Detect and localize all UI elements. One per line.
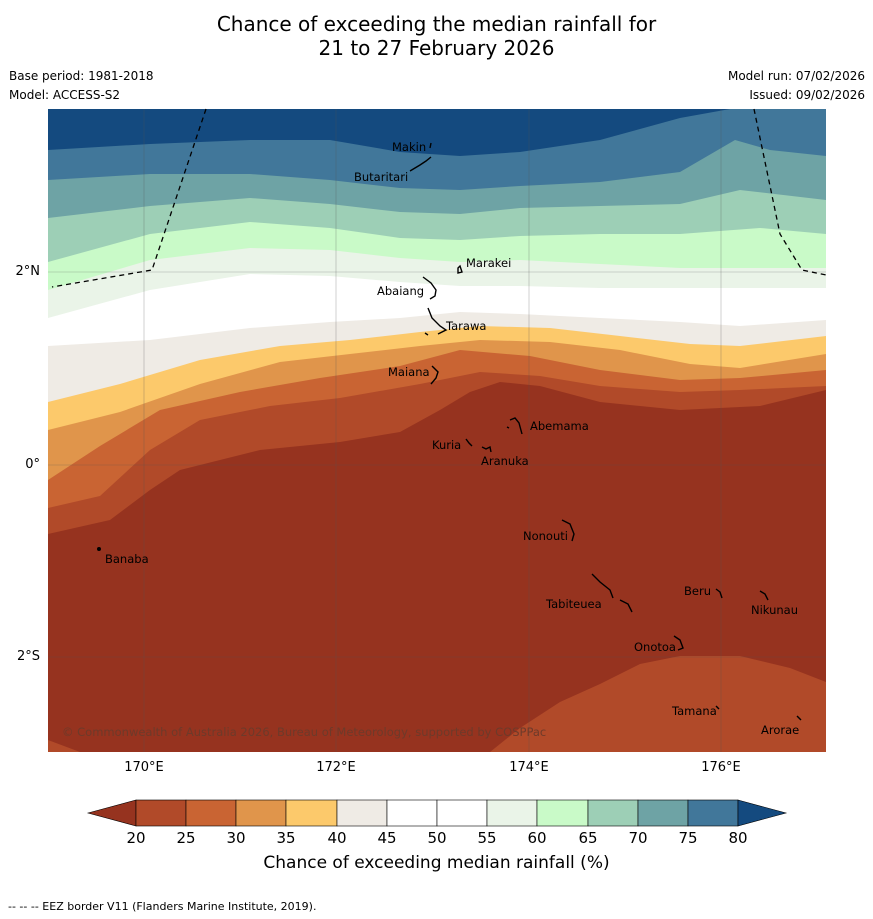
colorbar-title: Chance of exceeding median rainfall (%) bbox=[263, 853, 610, 873]
label-kuria: Kuria bbox=[432, 438, 461, 452]
band-20-25-south bbox=[490, 656, 826, 752]
model-run: Model run: 07/02/2026 bbox=[727, 69, 865, 83]
label-makin: Makin bbox=[392, 140, 426, 154]
colorbar-tick: 80 bbox=[728, 829, 748, 847]
label-maiana: Maiana bbox=[388, 365, 430, 379]
label-banaba: Banaba bbox=[105, 552, 149, 566]
label-nonouti: Nonouti bbox=[523, 529, 568, 543]
colorbar-tick: 35 bbox=[276, 829, 296, 847]
colorbar-tick: 75 bbox=[678, 829, 698, 847]
colorbar-tick: 65 bbox=[578, 829, 598, 847]
label-abemama: Abemama bbox=[530, 419, 589, 433]
lat-label-equator: 0° bbox=[25, 457, 40, 472]
band-below-20 bbox=[48, 382, 826, 752]
colorbar-tick: 30 bbox=[226, 829, 246, 847]
colorbar-tick: 70 bbox=[628, 829, 648, 847]
label-tarawa: Tarawa bbox=[445, 319, 486, 333]
label-abaiang: Abaiang bbox=[377, 284, 424, 298]
label-marakei: Marakei bbox=[466, 256, 511, 270]
label-beru: Beru bbox=[684, 584, 711, 598]
colorbar-tick: 60 bbox=[527, 829, 547, 847]
colorbar-tick: 20 bbox=[126, 829, 146, 847]
model-name: Model: ACCESS-S2 bbox=[9, 88, 121, 102]
label-aranuka: Aranuka bbox=[481, 454, 529, 468]
lon-label-170e: 170°E bbox=[124, 760, 164, 775]
colorbar-tick: 40 bbox=[327, 829, 347, 847]
lon-label-176e: 176°E bbox=[701, 760, 741, 775]
lat-label-2s: 2°S bbox=[16, 649, 40, 664]
colorbar-tick: 55 bbox=[477, 829, 497, 847]
label-onotoa: Onotoa bbox=[634, 640, 676, 654]
map-title-line2: 21 to 27 February 2026 bbox=[318, 36, 555, 60]
eez-border bbox=[51, 108, 827, 288]
issued-date: Issued: 09/02/2026 bbox=[749, 88, 865, 102]
colorbar bbox=[86, 799, 788, 827]
lon-label-172e: 172°E bbox=[316, 760, 356, 775]
lon-label-174e: 174°E bbox=[509, 760, 549, 775]
label-tabiteuea: Tabiteuea bbox=[545, 597, 602, 611]
band-20-25-southwest bbox=[48, 740, 80, 752]
colorbar-tick: 25 bbox=[176, 829, 196, 847]
copyright-notice: © Commonwealth of Australia 2026, Bureau… bbox=[62, 725, 546, 739]
lat-label-2n: 2°N bbox=[15, 264, 41, 279]
label-butaritari: Butaritari bbox=[354, 170, 408, 184]
base-period: Base period: 1981-2018 bbox=[9, 69, 154, 83]
label-arorae: Arorae bbox=[761, 723, 799, 737]
island-labels: Makin Butaritari Marakei Abaiang Tarawa … bbox=[105, 140, 799, 737]
graticule bbox=[48, 109, 826, 752]
eez-legend-footer: -- -- -- EEZ border V11 (Flanders Marine… bbox=[8, 900, 317, 913]
label-tamana: Tamana bbox=[671, 704, 717, 718]
map-title-line1: Chance of exceeding the median rainfall … bbox=[216, 12, 657, 36]
island-outlines bbox=[96, 142, 802, 721]
colorbar-tick: 50 bbox=[427, 829, 447, 847]
colorbar-tick: 45 bbox=[377, 829, 397, 847]
label-nikunau: Nikunau bbox=[751, 603, 798, 617]
